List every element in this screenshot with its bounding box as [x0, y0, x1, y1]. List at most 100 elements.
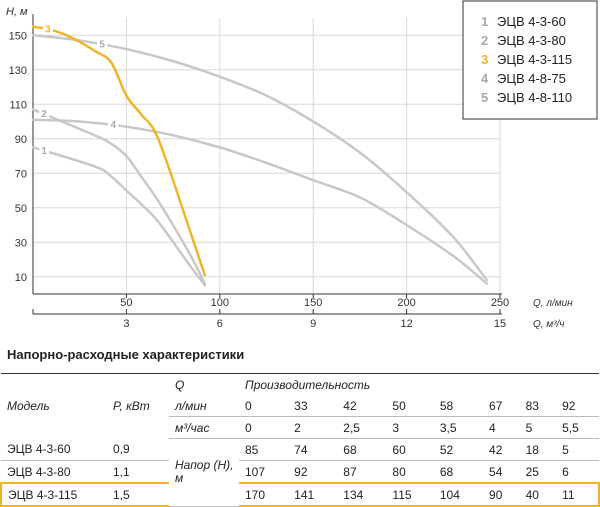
m3h-cell: 3	[386, 416, 434, 439]
lmin-cell: 58	[433, 395, 484, 417]
model-cell: ЭЦВ 4-3-115	[0, 482, 107, 507]
lmin-cell: 67	[483, 395, 520, 417]
head-cell: 54	[483, 460, 520, 484]
m3h-cell: 2	[288, 416, 338, 439]
legend-index-5: 5	[481, 90, 488, 105]
y-tick-label: 30	[15, 237, 27, 249]
head-cell: 25	[519, 460, 557, 484]
m3h-cell: 3,5	[433, 416, 484, 439]
head-cell: 68	[433, 460, 484, 484]
series-line-1	[31, 146, 207, 287]
m3h-cell: 5,5	[556, 416, 599, 439]
col-productivity-header: Производительность	[239, 373, 599, 395]
legend-label-4: ЭЦВ 4-8-75	[497, 71, 566, 86]
model-cell: ЭЦВ 4-3-60	[1, 438, 107, 461]
lmin-cell: 42	[337, 395, 387, 417]
head-cell: 5	[556, 438, 599, 461]
head-cell: 104	[433, 482, 484, 507]
head-label: Напор (Н), м	[169, 438, 239, 507]
legend-box	[462, 0, 598, 120]
x2-tick-label: 12	[400, 318, 412, 330]
x-axis-label: Q, л/мин	[533, 298, 573, 309]
legend-index-2: 2	[481, 33, 488, 48]
m3h-label: м³/час	[169, 416, 239, 439]
lmin-cell: 50	[386, 395, 434, 417]
head-cell: 85	[239, 438, 289, 461]
head-cell: 11	[556, 482, 600, 507]
series-tag-bg-5	[97, 37, 108, 50]
y-axis-label: H, м	[6, 6, 28, 18]
x2-axis-label: Q, м³/ч	[533, 319, 564, 330]
lmin-label: л/мин	[169, 395, 239, 417]
y-tick-label: 10	[15, 272, 27, 284]
legend-label-2: ЭЦВ 4-3-80	[497, 33, 566, 48]
head-cell: 74	[288, 438, 338, 461]
head-cell: 68	[337, 438, 387, 461]
head-cell: 90	[483, 482, 520, 507]
col-model-header: Модель	[1, 373, 107, 439]
x2-tick-label: 9	[310, 318, 316, 330]
head-cell: 170	[239, 482, 289, 507]
head-cell: 107	[239, 460, 289, 484]
y-tick-label: 110	[9, 99, 27, 111]
m3h-cell: 2,5	[337, 416, 387, 439]
x2-tick-label: 15	[494, 318, 506, 330]
series-tag-bg-4	[108, 118, 119, 131]
model-cell: ЭЦВ 4-3-80	[1, 460, 107, 484]
legend-label-3: ЭЦВ 4-3-115	[497, 52, 572, 67]
legend-index-4: 4	[481, 71, 489, 86]
x-tick-label: 250	[491, 297, 509, 309]
legend-index-1: 1	[481, 14, 488, 29]
table-row: ЭЦВ 4-3-80 1,1 107 92 87 80 68 54 25 6	[1, 460, 599, 484]
m3h-cell: 0	[239, 416, 289, 439]
head-cell: 60	[386, 438, 434, 461]
pump-curve-chart: 10 30 50 70 90 110 130 150 H, м 50 100 150 200 250 Q, …	[6, 0, 598, 330]
y-tick-label: 150	[9, 30, 27, 42]
head-cell: 42	[483, 438, 520, 461]
lmin-cell: 83	[519, 395, 557, 417]
legend-label-1: ЭЦВ 4-3-60	[497, 14, 566, 29]
series-tag-3: 3	[45, 24, 51, 35]
table-title: Напорно-расходные характеристики	[7, 347, 245, 362]
head-cell: 6	[556, 460, 599, 484]
table-row: ЭЦВ 4-3-60 0,9 Напор (Н), м 85 74 68 60 …	[1, 438, 599, 507]
head-cell: 80	[386, 460, 434, 484]
head-cell: 115	[386, 482, 434, 507]
power-cell: 1,5	[107, 482, 169, 507]
head-cell: 92	[288, 460, 338, 484]
head-cell: 87	[337, 460, 387, 484]
series-line-2	[31, 108, 207, 285]
lmin-cell: 33	[288, 395, 338, 417]
y-tick-label: 130	[9, 65, 27, 77]
head-cell: 40	[519, 482, 557, 507]
x2-tick-label: 3	[123, 318, 129, 330]
head-cell: 141	[288, 482, 338, 507]
m3h-cell: 5	[519, 416, 557, 439]
series-tag-4: 4	[111, 120, 117, 131]
spec-table: Модель P, кВт Q Производительность л/мин…	[0, 373, 600, 507]
lmin-cell: 0	[239, 395, 289, 417]
power-cell: 1,1	[107, 460, 169, 484]
table-row-highlighted: ЭЦВ 4-3-115 1,5 170 141 134 115 104 90 4…	[0, 482, 600, 507]
x-tick-label: 100	[211, 297, 229, 309]
power-cell: 0,9	[107, 438, 169, 461]
series-tag-bg-3	[42, 22, 53, 35]
legend-label-5: ЭЦВ 4-8-110	[497, 90, 572, 105]
series-line-3	[31, 25, 207, 277]
lmin-row: л/мин 0 33 42 50 58 67 83 92	[1, 395, 599, 417]
x2-tick-label: 6	[217, 318, 223, 330]
series-line-5	[31, 34, 489, 282]
y-tick-label: 90	[15, 134, 27, 146]
m3h-row: м³/час 0 2 2,5 3 3,5 4 5 5,5	[1, 416, 599, 439]
x-tick-label: 200	[397, 297, 415, 309]
col-q-header: Q	[169, 373, 239, 395]
y-tick-label: 70	[15, 168, 27, 180]
series-tag-1: 1	[41, 146, 47, 157]
y-tick-label: 50	[15, 203, 27, 215]
series-tag-bg-1	[39, 143, 50, 156]
head-cell: 18	[519, 438, 557, 461]
m3h-cell: 4	[483, 416, 520, 439]
head-cell: 134	[337, 482, 387, 507]
lmin-cell: 92	[556, 395, 599, 417]
series-tag-2: 2	[41, 109, 47, 120]
